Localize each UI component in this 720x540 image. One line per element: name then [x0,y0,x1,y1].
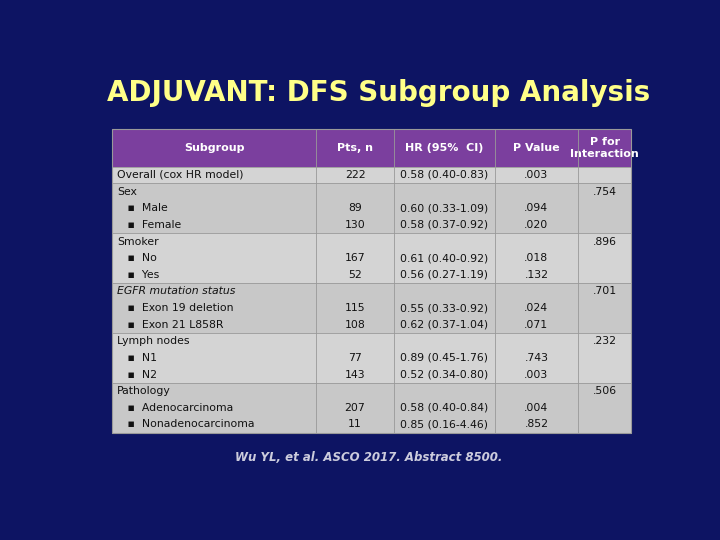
Text: .743: .743 [524,353,549,363]
Bar [112,400,631,416]
Text: EGFR mutation status: EGFR mutation status [117,286,235,296]
Text: .024: .024 [524,303,549,313]
Bar [112,383,631,400]
Text: 0.56 (0.27-1.19): 0.56 (0.27-1.19) [400,270,488,280]
Text: 0.58 (0.40-0.83): 0.58 (0.40-0.83) [400,170,488,180]
Text: .132: .132 [524,270,549,280]
Text: 222: 222 [345,170,365,180]
Bar [112,316,631,333]
Text: 0.52 (0.34-0.80): 0.52 (0.34-0.80) [400,369,488,380]
Text: 0.55 (0.33-0.92): 0.55 (0.33-0.92) [400,303,488,313]
Text: .003: .003 [524,369,549,380]
Bar [112,217,631,233]
Text: 0.85 (0.16-4.46): 0.85 (0.16-4.46) [400,420,488,429]
Text: 0.58 (0.40-0.84): 0.58 (0.40-0.84) [400,403,488,413]
Text: Subgroup: Subgroup [184,143,244,153]
Text: P for
Interaction: P for Interaction [570,137,639,159]
Text: 77: 77 [348,353,362,363]
Bar [112,167,631,183]
Text: .754: .754 [593,187,617,197]
Text: 108: 108 [345,320,366,330]
Text: ▪  N2: ▪ N2 [117,369,157,380]
Text: ▪  No: ▪ No [117,253,157,263]
Bar [112,266,631,283]
Text: .071: .071 [524,320,549,330]
Text: 115: 115 [345,303,365,313]
Text: ▪  Yes: ▪ Yes [117,270,159,280]
Bar [112,200,631,217]
Text: 89: 89 [348,203,362,213]
Text: 167: 167 [345,253,365,263]
Text: .004: .004 [524,403,549,413]
Text: Pts, n: Pts, n [337,143,373,153]
Text: 143: 143 [345,369,365,380]
Text: 207: 207 [345,403,366,413]
Bar [112,300,631,316]
Text: 11: 11 [348,420,362,429]
Text: .701: .701 [593,286,617,296]
Bar [112,349,631,366]
Text: Lymph nodes: Lymph nodes [117,336,189,346]
Bar [112,416,631,433]
Text: P Value: P Value [513,143,559,153]
Bar [112,183,631,200]
Text: Smoker: Smoker [117,237,158,247]
Text: ▪  Male: ▪ Male [117,203,168,213]
Bar [112,129,631,433]
Text: .094: .094 [524,203,549,213]
Text: Wu YL, et al. ASCO 2017. Abstract 8500.: Wu YL, et al. ASCO 2017. Abstract 8500. [235,451,503,464]
Text: .018: .018 [524,253,549,263]
Text: ▪  N1: ▪ N1 [117,353,157,363]
Bar [112,250,631,266]
Text: Pathology: Pathology [117,386,171,396]
Bar [112,233,631,250]
Text: 0.60 (0.33-1.09): 0.60 (0.33-1.09) [400,203,488,213]
Text: .232: .232 [593,336,617,346]
Text: 0.61 (0.40-0.92): 0.61 (0.40-0.92) [400,253,488,263]
Text: Overall (cox HR model): Overall (cox HR model) [117,170,243,180]
Bar [112,129,631,167]
Text: .852: .852 [524,420,549,429]
Text: 0.89 (0.45-1.76): 0.89 (0.45-1.76) [400,353,488,363]
Bar [112,333,631,349]
Text: ▪  Adenocarcinoma: ▪ Adenocarcinoma [117,403,233,413]
Text: 0.62 (0.37-1.04): 0.62 (0.37-1.04) [400,320,488,330]
Text: ▪  Exon 21 L858R: ▪ Exon 21 L858R [117,320,223,330]
Text: ▪  Exon 19 deletion: ▪ Exon 19 deletion [117,303,233,313]
Text: 52: 52 [348,270,362,280]
Text: .020: .020 [524,220,549,230]
Text: Sex: Sex [117,187,137,197]
Text: .506: .506 [593,386,617,396]
Text: HR (95%  CI): HR (95% CI) [405,143,484,153]
Text: ▪  Female: ▪ Female [117,220,181,230]
Text: .896: .896 [593,237,617,247]
Text: .003: .003 [524,170,549,180]
Text: 0.58 (0.37-0.92): 0.58 (0.37-0.92) [400,220,488,230]
Bar [112,366,631,383]
Text: ▪  Nonadenocarcinoma: ▪ Nonadenocarcinoma [117,420,254,429]
Text: ADJUVANT: DFS Subgroup Analysis: ADJUVANT: DFS Subgroup Analysis [107,79,650,107]
Text: 130: 130 [345,220,366,230]
Bar [112,283,631,300]
